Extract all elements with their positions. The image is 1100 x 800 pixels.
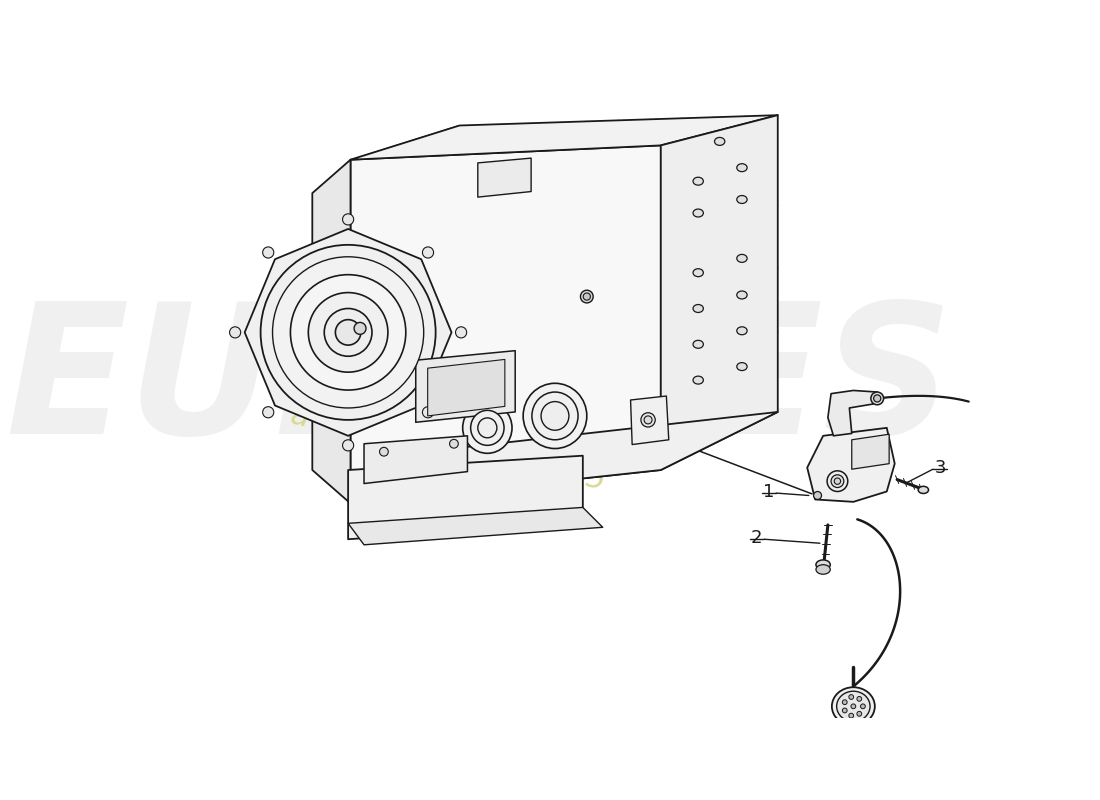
Ellipse shape xyxy=(849,714,854,718)
Ellipse shape xyxy=(843,700,847,705)
Polygon shape xyxy=(312,160,351,503)
Ellipse shape xyxy=(342,214,354,225)
Ellipse shape xyxy=(336,320,361,345)
Ellipse shape xyxy=(737,164,747,172)
Ellipse shape xyxy=(422,406,433,418)
Polygon shape xyxy=(851,434,889,470)
Text: EUROPES: EUROPES xyxy=(6,296,954,472)
Polygon shape xyxy=(630,396,669,445)
Ellipse shape xyxy=(230,327,241,338)
Ellipse shape xyxy=(737,254,747,262)
Ellipse shape xyxy=(581,290,593,303)
Ellipse shape xyxy=(532,392,579,440)
Ellipse shape xyxy=(354,322,366,334)
Text: 3: 3 xyxy=(935,459,947,478)
Ellipse shape xyxy=(737,362,747,370)
Ellipse shape xyxy=(324,309,372,356)
Ellipse shape xyxy=(263,406,274,418)
Ellipse shape xyxy=(263,247,274,258)
Ellipse shape xyxy=(843,708,847,713)
Polygon shape xyxy=(477,158,531,197)
Ellipse shape xyxy=(541,402,569,430)
Ellipse shape xyxy=(693,376,703,384)
Polygon shape xyxy=(428,359,505,416)
Ellipse shape xyxy=(524,383,586,449)
Ellipse shape xyxy=(837,691,870,722)
Ellipse shape xyxy=(379,447,388,456)
Ellipse shape xyxy=(918,486,928,494)
Ellipse shape xyxy=(816,565,831,574)
Polygon shape xyxy=(351,115,778,160)
Ellipse shape xyxy=(814,491,822,499)
Polygon shape xyxy=(416,350,515,422)
Ellipse shape xyxy=(641,413,656,427)
Ellipse shape xyxy=(873,395,881,402)
Text: 2: 2 xyxy=(750,530,762,547)
Ellipse shape xyxy=(422,247,433,258)
Ellipse shape xyxy=(261,245,436,420)
Ellipse shape xyxy=(455,327,466,338)
Ellipse shape xyxy=(342,440,354,451)
Polygon shape xyxy=(351,146,661,503)
Ellipse shape xyxy=(849,694,854,699)
Ellipse shape xyxy=(860,704,866,709)
Ellipse shape xyxy=(857,697,861,702)
Ellipse shape xyxy=(645,416,652,424)
Ellipse shape xyxy=(308,293,388,372)
Ellipse shape xyxy=(693,269,703,277)
Text: 1: 1 xyxy=(762,483,774,502)
Ellipse shape xyxy=(583,293,591,300)
Ellipse shape xyxy=(693,209,703,217)
Polygon shape xyxy=(244,229,451,436)
Ellipse shape xyxy=(273,257,424,408)
Polygon shape xyxy=(828,390,877,436)
Ellipse shape xyxy=(832,687,875,726)
Text: a passion since 1985: a passion since 1985 xyxy=(287,400,607,495)
Ellipse shape xyxy=(477,418,497,438)
Ellipse shape xyxy=(827,471,848,491)
Ellipse shape xyxy=(471,410,504,446)
Ellipse shape xyxy=(816,560,831,570)
Ellipse shape xyxy=(737,327,747,334)
Ellipse shape xyxy=(693,178,703,185)
Ellipse shape xyxy=(857,711,861,716)
Ellipse shape xyxy=(693,340,703,348)
Polygon shape xyxy=(661,115,778,470)
Ellipse shape xyxy=(871,392,883,405)
Ellipse shape xyxy=(832,474,844,487)
Ellipse shape xyxy=(851,704,856,709)
Polygon shape xyxy=(364,436,468,483)
Polygon shape xyxy=(348,456,583,539)
Polygon shape xyxy=(807,428,894,502)
Polygon shape xyxy=(351,412,778,503)
Ellipse shape xyxy=(737,195,747,203)
Polygon shape xyxy=(348,507,603,545)
Ellipse shape xyxy=(463,402,512,454)
Ellipse shape xyxy=(834,478,840,484)
Ellipse shape xyxy=(450,439,459,448)
Ellipse shape xyxy=(290,274,406,390)
Ellipse shape xyxy=(693,305,703,313)
Ellipse shape xyxy=(715,138,725,146)
Ellipse shape xyxy=(737,291,747,299)
